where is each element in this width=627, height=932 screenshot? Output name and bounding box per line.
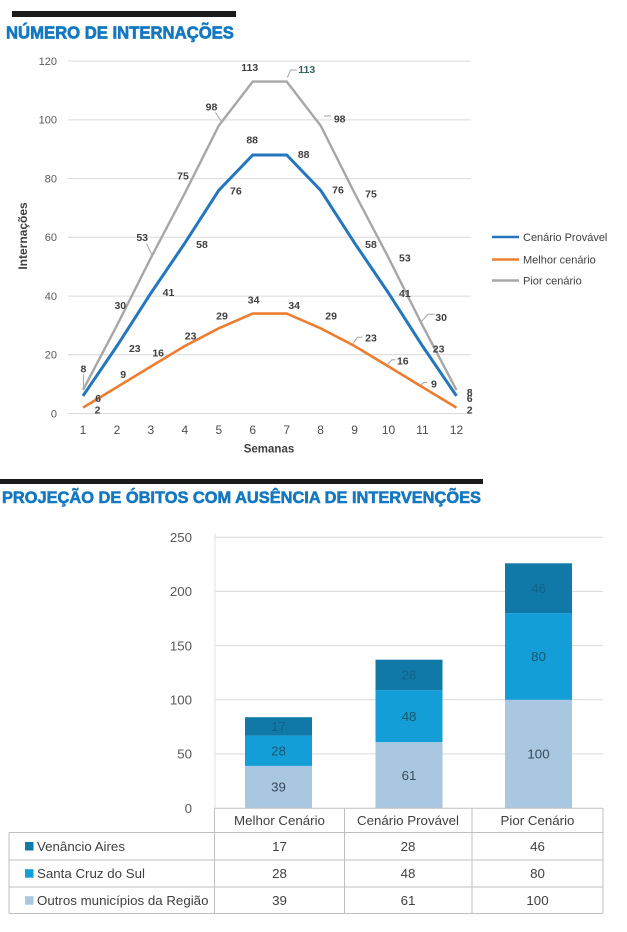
svg-text:Internações: Internações [16, 202, 30, 270]
svg-text:53: 53 [136, 232, 148, 244]
svg-text:113: 113 [241, 62, 258, 74]
svg-text:30: 30 [435, 312, 447, 324]
svg-text:98: 98 [206, 102, 218, 114]
svg-text:6: 6 [249, 423, 256, 437]
svg-text:7: 7 [283, 423, 290, 437]
svg-text:100: 100 [527, 747, 549, 762]
svg-text:34: 34 [248, 295, 260, 307]
svg-text:80: 80 [530, 866, 545, 881]
svg-text:150: 150 [170, 638, 192, 653]
svg-text:Pior cenário: Pior cenário [523, 275, 582, 287]
svg-text:PROJEÇÃO DE ÓBITOS COM AUSÊNCI: PROJEÇÃO DE ÓBITOS COM AUSÊNCIA DE INTER… [2, 487, 481, 507]
svg-text:30: 30 [114, 300, 126, 312]
svg-text:23: 23 [185, 330, 197, 342]
svg-text:60: 60 [45, 232, 57, 244]
svg-text:6: 6 [467, 393, 473, 405]
svg-text:53: 53 [399, 253, 411, 265]
svg-text:46: 46 [530, 839, 545, 854]
svg-text:20: 20 [45, 350, 57, 362]
svg-text:16: 16 [152, 348, 164, 360]
svg-text:Santa Cruz do Sul: Santa Cruz do Sul [37, 866, 145, 881]
svg-text:Semanas: Semanas [244, 444, 295, 456]
svg-text:39: 39 [271, 780, 286, 795]
svg-text:80: 80 [45, 173, 57, 185]
svg-text:48: 48 [401, 866, 416, 881]
svg-text:3: 3 [148, 423, 155, 437]
svg-text:2: 2 [95, 405, 101, 417]
svg-text:2: 2 [114, 423, 121, 437]
svg-text:6: 6 [95, 393, 101, 405]
svg-text:Pior Cenário: Pior Cenário [501, 813, 575, 828]
svg-text:61: 61 [402, 768, 417, 783]
svg-text:100: 100 [526, 893, 548, 908]
svg-text:88: 88 [246, 135, 258, 147]
svg-text:1: 1 [80, 423, 87, 437]
svg-text:76: 76 [332, 184, 344, 196]
svg-text:29: 29 [216, 311, 228, 323]
svg-text:75: 75 [177, 171, 189, 183]
svg-text:39: 39 [272, 893, 287, 908]
svg-text:9: 9 [351, 423, 358, 437]
svg-text:2: 2 [467, 405, 473, 417]
svg-text:4: 4 [182, 423, 189, 437]
svg-text:28: 28 [272, 866, 287, 881]
svg-text:50: 50 [177, 747, 192, 762]
svg-text:9: 9 [120, 369, 126, 381]
svg-text:Melhor Cenário: Melhor Cenário [234, 813, 325, 828]
svg-text:34: 34 [288, 300, 300, 312]
svg-text:0: 0 [185, 801, 192, 816]
svg-text:Outros municípios da Região: Outros municípios da Região [37, 893, 208, 908]
svg-text:23: 23 [365, 333, 377, 345]
svg-text:12: 12 [450, 423, 464, 437]
svg-text:200: 200 [170, 584, 192, 599]
svg-text:Venâncio Aires: Venâncio Aires [37, 839, 125, 854]
svg-text:17: 17 [271, 719, 286, 734]
svg-text:46: 46 [531, 581, 546, 596]
svg-text:80: 80 [531, 649, 546, 664]
svg-text:10: 10 [382, 423, 396, 437]
svg-text:41: 41 [163, 287, 175, 299]
svg-text:61: 61 [401, 893, 416, 908]
svg-text:76: 76 [230, 185, 242, 197]
svg-text:58: 58 [196, 239, 208, 251]
svg-text:Melhor cenário: Melhor cenário [523, 254, 596, 266]
svg-text:75: 75 [365, 188, 377, 200]
svg-text:100: 100 [39, 115, 57, 127]
svg-text:23: 23 [433, 343, 445, 355]
svg-text:11: 11 [416, 423, 429, 437]
svg-text:48: 48 [402, 709, 417, 724]
svg-text:28: 28 [401, 839, 416, 854]
svg-text:88: 88 [298, 149, 310, 161]
svg-text:29: 29 [325, 311, 337, 323]
svg-text:28: 28 [402, 668, 417, 683]
svg-text:28: 28 [271, 744, 286, 759]
svg-text:8: 8 [467, 387, 473, 399]
svg-text:17: 17 [272, 839, 287, 854]
svg-text:40: 40 [45, 291, 57, 303]
svg-text:NÚMERO DE INTERNAÇÕES: NÚMERO DE INTERNAÇÕES [6, 22, 234, 43]
svg-text:16: 16 [397, 356, 409, 368]
svg-text:250: 250 [170, 530, 192, 545]
svg-text:23: 23 [129, 343, 141, 355]
svg-text:9: 9 [431, 378, 437, 390]
svg-text:Cenário Provável: Cenário Provável [523, 232, 607, 244]
svg-text:98: 98 [334, 114, 346, 126]
svg-text:113: 113 [298, 64, 315, 76]
svg-text:41: 41 [399, 288, 411, 300]
svg-text:8: 8 [317, 423, 324, 437]
svg-text:5: 5 [215, 423, 222, 437]
svg-text:0: 0 [51, 408, 57, 420]
svg-text:120: 120 [39, 56, 57, 68]
svg-text:8: 8 [80, 363, 86, 375]
svg-text:Cenário Provável: Cenário Provável [357, 813, 459, 828]
svg-text:100: 100 [170, 692, 192, 707]
svg-text:58: 58 [365, 239, 377, 251]
